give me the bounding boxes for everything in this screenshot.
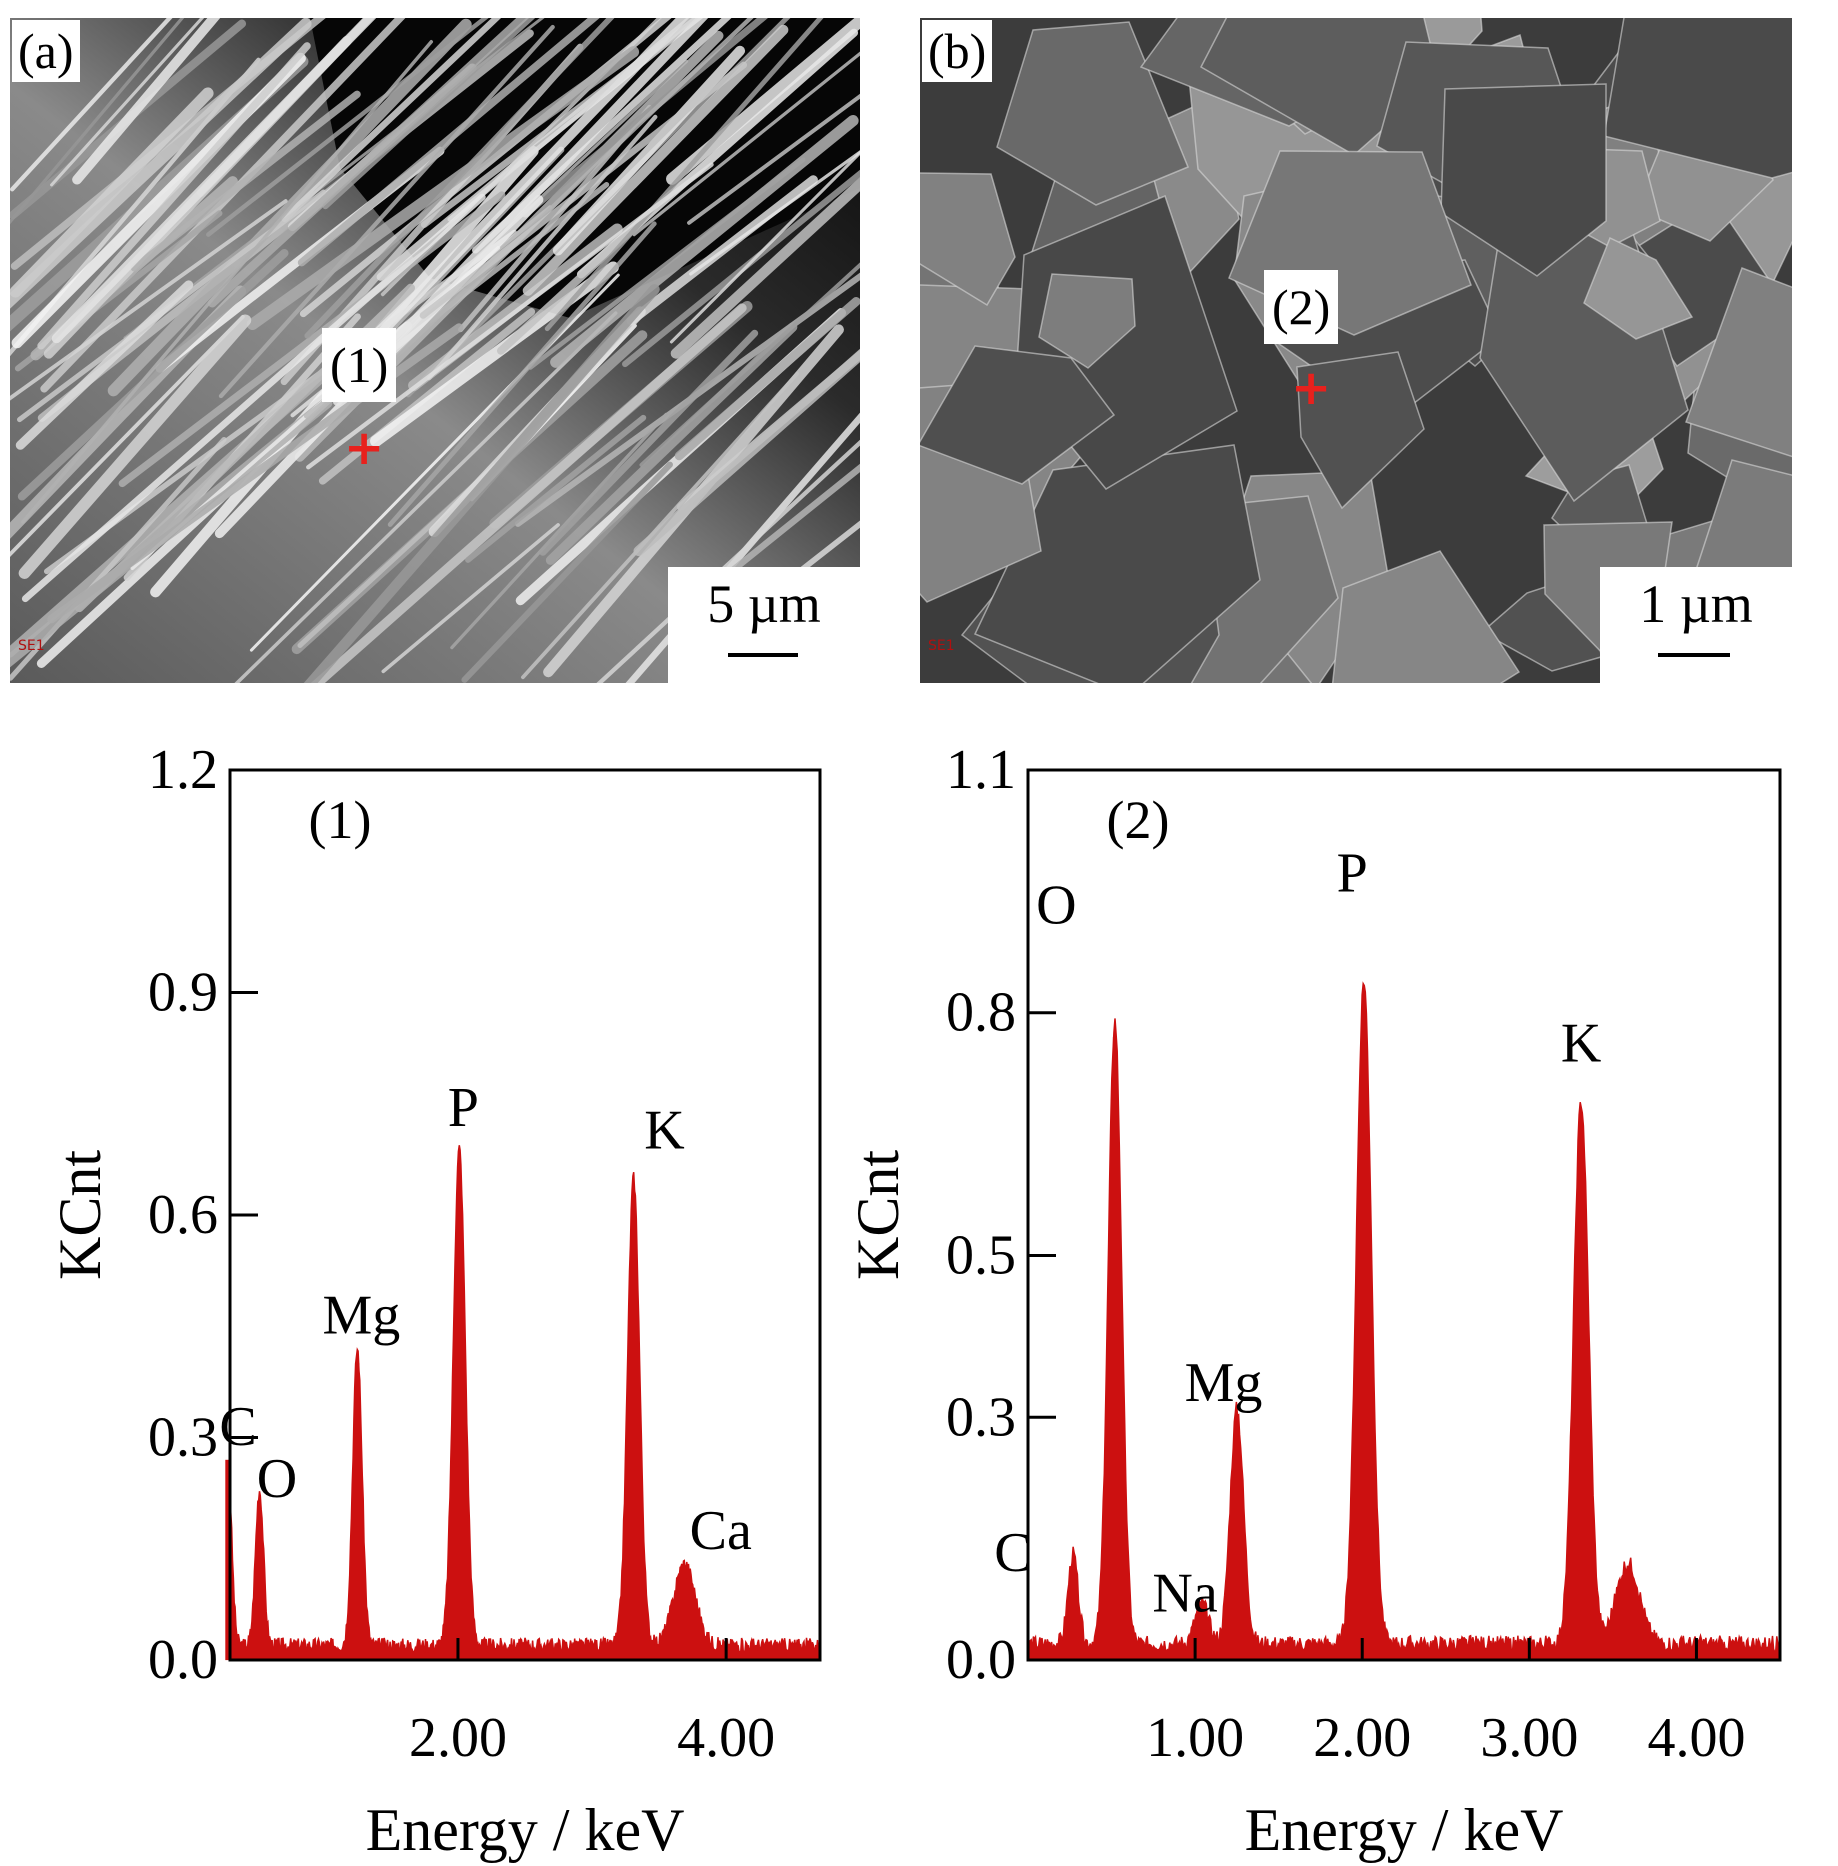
scale-bar-b-text: 1 µm (1639, 574, 1753, 634)
plot-frame (1026, 768, 1782, 1662)
y-tick-label: 0.3 (946, 1386, 1016, 1448)
y-tick-label: 1.2 (148, 739, 218, 801)
point-label-2: (2) (1264, 270, 1339, 344)
x-tick-label: 2.00 (1313, 1707, 1411, 1769)
peak-ca (682, 1578, 687, 1660)
peak-c (225, 1459, 230, 1661)
peak-c (1071, 1571, 1076, 1660)
x-tick-label: 3.00 (1480, 1707, 1578, 1769)
peak-na (1199, 1619, 1204, 1660)
element-label-na: Na (1152, 1562, 1217, 1624)
spectrum-trace (1027, 981, 1781, 1661)
peak-mg (1234, 1425, 1239, 1660)
scale-bar-b: 1 µm (1600, 567, 1792, 683)
sem-image-b (920, 18, 1792, 683)
y-axis-title: KCnt (845, 1150, 911, 1280)
element-label-p: P (448, 1077, 479, 1139)
scale-bar-a-line (728, 653, 798, 657)
y-axis-title: KCnt (47, 1150, 113, 1280)
detector-label-b: SE1 (928, 638, 955, 654)
peak-p (1361, 996, 1366, 1660)
element-label-mg: Mg (1185, 1352, 1263, 1414)
y-tick-label: 0.5 (946, 1224, 1016, 1286)
eds-spectrum-1: 0.0 0.3 0.6 0.9 1.2 2.00 4.00 Energy / keV KCnt (… (47, 739, 822, 1863)
sem-fibrous-texture (10, 18, 860, 683)
y-tick-label: 0.9 (148, 962, 218, 1024)
peak-o (257, 1504, 262, 1661)
y-tick-label: 0.6 (148, 1184, 218, 1246)
element-label-c: C (219, 1396, 256, 1458)
y-tick-label: 0.0 (148, 1629, 218, 1691)
spectrum-panel-label: (2) (1107, 790, 1170, 850)
panel-label-b: (b) (922, 20, 993, 82)
x-axis-title: Energy / keV (366, 1797, 685, 1863)
y-tick-label: 0.0 (946, 1629, 1016, 1691)
peak-mg (355, 1363, 360, 1660)
panel-label-a: (a) (12, 20, 80, 82)
x-tick-label: 4.00 (1647, 1707, 1745, 1769)
peak-o (1112, 1037, 1117, 1660)
measure-point-1-marker: + (344, 420, 385, 476)
peak-unlabeled (1625, 1579, 1630, 1660)
element-label-ca: Ca (690, 1500, 752, 1562)
spectrum-trace (229, 1145, 821, 1661)
measure-point-2-marker: + (1291, 360, 1332, 416)
spectrum-panel-label: (1) (309, 790, 372, 850)
eds-spectrum-2: 0.0 0.3 0.5 0.8 1.1 1.00 2.00 3.00 4.00 Energy / … (845, 739, 1782, 1863)
peak-k (631, 1192, 636, 1661)
peak-p (457, 1163, 462, 1660)
x-axis-title: Energy / keV (1245, 1797, 1564, 1863)
x-tick-label: 1.00 (1146, 1707, 1244, 1769)
detector-label-a: SE1 (18, 638, 45, 654)
element-label-o: O (1036, 875, 1076, 937)
element-label-k: K (1561, 1012, 1601, 1074)
element-label-mg: Mg (323, 1285, 401, 1347)
scale-bar-a-text: 5 µm (707, 574, 821, 634)
sem-plate-texture (920, 18, 1792, 683)
point-label-1: (1) (322, 328, 397, 402)
scale-bar-a: 5 µm (668, 567, 860, 683)
y-tick-label: 1.1 (946, 739, 1016, 801)
peak-k (1579, 1117, 1584, 1660)
element-label-o: O (257, 1448, 297, 1510)
scale-bar-b-line (1658, 653, 1730, 657)
element-label-c: C (994, 1522, 1031, 1584)
x-tick-label: 2.00 (409, 1707, 507, 1769)
element-label-p: P (1337, 842, 1368, 904)
sem-image-a (10, 18, 860, 683)
y-tick-label: 0.3 (148, 1407, 218, 1469)
y-tick-label: 0.8 (946, 982, 1016, 1044)
element-label-k: K (644, 1099, 684, 1161)
x-tick-label: 4.00 (677, 1707, 775, 1769)
